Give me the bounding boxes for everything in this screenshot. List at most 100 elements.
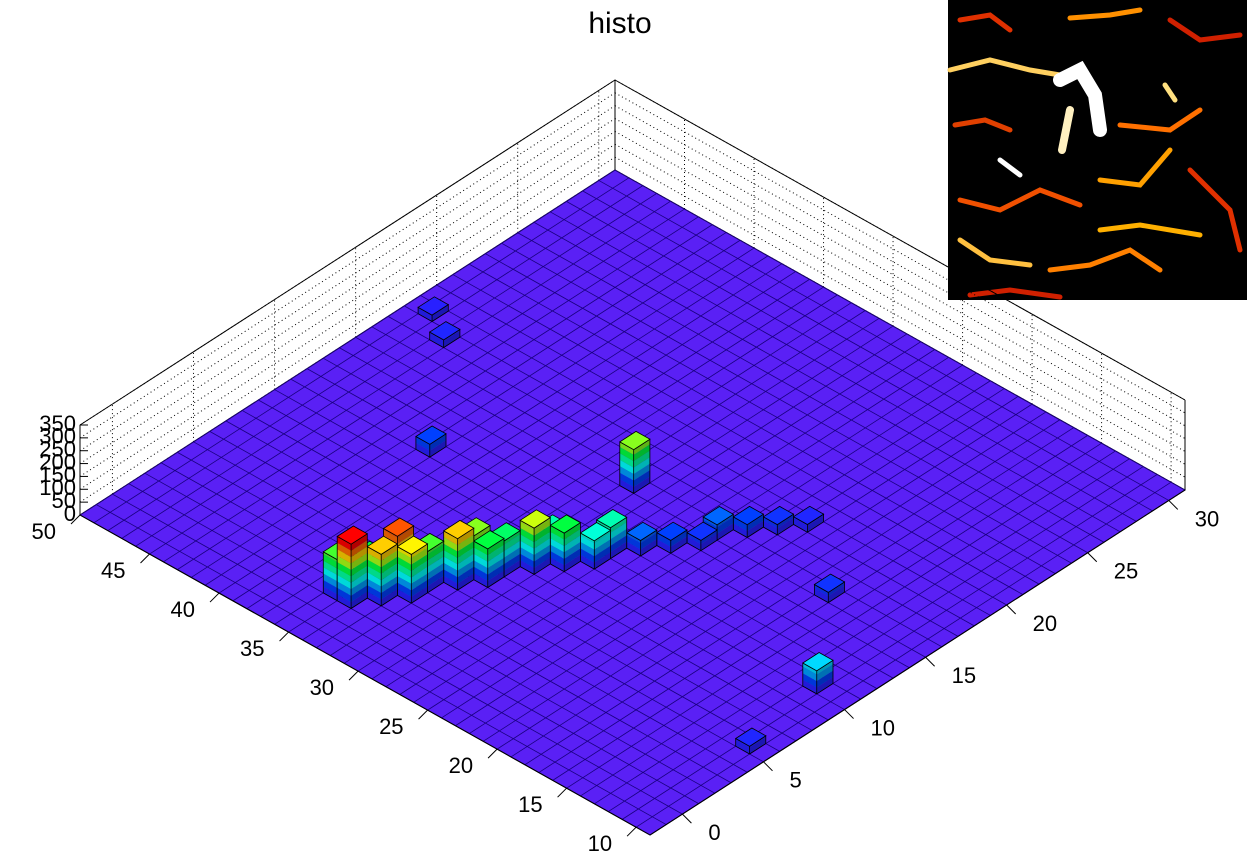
bar-side xyxy=(580,548,595,563)
bar-side xyxy=(427,541,444,555)
bar-side xyxy=(550,544,565,559)
box-edge xyxy=(614,79,1186,401)
bar-side xyxy=(619,441,634,455)
bar xyxy=(366,535,399,607)
floor-grid-line xyxy=(177,451,748,773)
bar-side xyxy=(802,673,817,688)
x-tick xyxy=(487,748,498,759)
bar-side xyxy=(443,537,458,552)
bar-top xyxy=(656,521,688,541)
bar-side xyxy=(594,545,611,563)
floor-grid-line xyxy=(580,450,1116,797)
floor-grid-line xyxy=(193,441,764,763)
bar-side xyxy=(793,518,808,533)
y-tick-label: 25 xyxy=(1114,559,1138,584)
bar xyxy=(519,509,552,575)
bar-side xyxy=(411,543,428,559)
bar-side xyxy=(381,589,398,606)
bar-side xyxy=(816,660,833,675)
bar-top xyxy=(579,522,612,542)
bar xyxy=(579,522,612,570)
bar-side xyxy=(534,525,551,543)
bar-side xyxy=(610,517,627,533)
bar-side xyxy=(619,453,634,468)
bar-top xyxy=(417,296,450,316)
box-edge xyxy=(79,79,616,426)
bar-side xyxy=(777,518,794,535)
floor-grid-line xyxy=(549,211,1121,533)
y-tick-label: 10 xyxy=(871,715,895,740)
bar-side xyxy=(610,522,627,540)
floor-grid-line xyxy=(357,325,894,672)
bar-side xyxy=(415,442,430,458)
bar-top xyxy=(428,321,461,341)
floor-grid-line xyxy=(191,232,727,578)
floor-grid-line xyxy=(517,232,1088,554)
y-tick-label: 30 xyxy=(1195,506,1219,531)
bar-side xyxy=(337,568,352,583)
bar-side xyxy=(487,557,504,575)
floor-grid-line xyxy=(93,177,630,524)
bar-side xyxy=(564,554,581,572)
z-tick-label: 250 xyxy=(39,437,76,462)
bar xyxy=(417,296,450,322)
y-tick xyxy=(925,656,935,667)
bar-side xyxy=(427,569,444,587)
bar-side xyxy=(397,589,412,604)
floor-grid-line xyxy=(510,411,1047,758)
bar-side xyxy=(580,533,595,544)
bar-side xyxy=(381,544,398,561)
floor-grid-line xyxy=(387,316,959,637)
bar-side xyxy=(564,542,581,559)
bar-side xyxy=(633,444,650,462)
floor-grid-line xyxy=(163,216,699,563)
bar-side xyxy=(619,472,634,487)
bar-side xyxy=(564,535,581,553)
bar-top xyxy=(473,530,505,550)
x-tick xyxy=(626,826,637,837)
bar-top xyxy=(619,430,651,451)
bar-side xyxy=(381,550,398,568)
x-tick-label: 35 xyxy=(240,636,264,661)
floor-grid-line xyxy=(209,431,780,752)
bar-side xyxy=(383,529,398,544)
bar-top xyxy=(792,505,825,525)
bar-top xyxy=(519,509,552,529)
bar-side xyxy=(473,566,488,581)
bar-side xyxy=(381,569,398,587)
bar-side xyxy=(816,670,833,688)
bar-side xyxy=(802,679,817,694)
bar-side xyxy=(337,594,352,609)
bar-side xyxy=(619,447,634,462)
bar-side xyxy=(411,547,428,565)
bar-side xyxy=(670,536,687,554)
floor-grid-line xyxy=(485,253,1056,574)
floor-grid-line xyxy=(552,435,1088,781)
bar-side xyxy=(520,528,535,543)
bar-top xyxy=(382,517,415,537)
bar-side xyxy=(427,543,444,561)
bar-side xyxy=(504,547,521,565)
floor-grid-line xyxy=(144,472,716,794)
bar-side xyxy=(534,518,551,536)
bar-side xyxy=(633,463,650,481)
bar-side xyxy=(670,530,687,547)
grid-line xyxy=(614,143,1186,465)
bar-side xyxy=(473,547,488,562)
bar-side xyxy=(763,516,778,529)
bar-side xyxy=(337,575,352,590)
bar-top xyxy=(732,505,765,526)
bar-side xyxy=(564,522,581,540)
bar-side xyxy=(367,591,382,606)
floor-grid-line xyxy=(112,493,683,815)
bar-side xyxy=(411,579,428,597)
floor-grid-line xyxy=(468,263,1040,585)
bar-side xyxy=(351,572,368,590)
bar-side xyxy=(520,547,535,562)
bar-top xyxy=(762,505,795,526)
bar-side xyxy=(828,585,845,603)
x-tick-label: 45 xyxy=(101,558,125,583)
floor-grid-line xyxy=(399,349,935,695)
bar-side xyxy=(504,530,521,545)
